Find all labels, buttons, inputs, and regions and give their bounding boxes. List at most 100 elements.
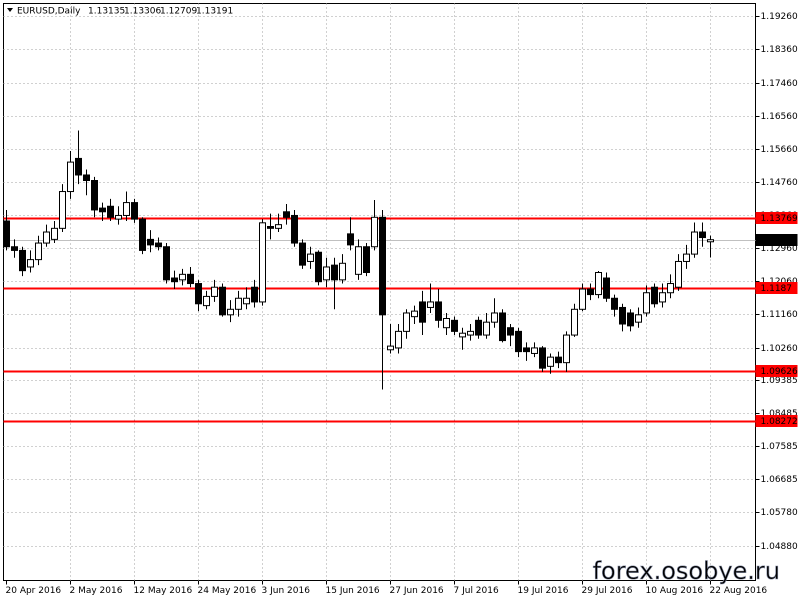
y-tick-label: 1.19260 <box>761 12 798 22</box>
candle-body <box>195 283 202 305</box>
header-low: 1.12709 <box>160 7 197 17</box>
candle-body <box>467 330 474 336</box>
candle-body <box>371 216 378 248</box>
candle-body <box>395 330 402 349</box>
candle-body <box>331 264 338 281</box>
candle-body <box>555 356 562 364</box>
level-label-box <box>755 365 798 377</box>
candle-body <box>363 246 370 273</box>
candle-body <box>491 312 498 323</box>
candle-body <box>211 286 218 297</box>
candle-body <box>3 220 10 248</box>
y-tick-label: 1.09385 <box>761 376 798 386</box>
candle-body <box>171 277 178 283</box>
candle-body <box>435 301 442 321</box>
candle-body <box>259 222 266 303</box>
candle-body <box>139 218 146 251</box>
y-tick-label: 1.04880 <box>761 542 798 552</box>
candle-body <box>283 211 290 218</box>
candle-body <box>531 347 538 354</box>
candle-body <box>699 231 706 239</box>
candle-body <box>691 231 698 255</box>
x-tick-label: 19 Jul 2016 <box>518 586 569 596</box>
x-tick-label: 7 Jul 2016 <box>454 586 499 596</box>
candle-body <box>587 288 594 296</box>
candle-body <box>619 306 626 325</box>
candle-body <box>35 242 42 261</box>
candle-body <box>443 317 450 329</box>
candle-body <box>539 347 546 369</box>
candle-body <box>507 327 514 336</box>
level-label: 1.13769 <box>761 214 798 224</box>
candle-body <box>603 277 610 299</box>
x-tick-label: 29 Jul 2016 <box>582 586 633 596</box>
candle-body <box>83 174 90 182</box>
x-tick-label: 20 Apr 2016 <box>6 586 62 596</box>
x-tick-label: 24 May 2016 <box>198 586 257 596</box>
y-tick-label: 1.05780 <box>761 508 798 518</box>
x-tick-label: 12 May 2016 <box>134 586 193 596</box>
candle-body <box>315 251 322 283</box>
candle-body <box>563 334 570 364</box>
candle-body <box>683 253 690 262</box>
candle-body <box>147 238 154 246</box>
candle-body <box>107 205 114 218</box>
candle-body <box>67 161 74 193</box>
watermark: forex.osobye.ru <box>593 557 780 585</box>
candle-body <box>115 214 122 220</box>
candle-body <box>307 253 314 262</box>
candle-body <box>643 292 650 314</box>
candle-body <box>355 246 362 275</box>
candle-body <box>275 224 282 229</box>
y-tick-label: 1.10260 <box>761 344 798 354</box>
candle-body <box>659 292 666 303</box>
candle-body <box>59 191 66 229</box>
candle-body <box>203 295 210 307</box>
level-label: 1.08272 <box>761 417 798 427</box>
x-tick-label: 10 Aug 2016 <box>646 586 704 596</box>
candle-body <box>387 345 394 351</box>
candle-body <box>163 246 170 281</box>
candle-body <box>483 321 490 336</box>
candle-body <box>579 288 586 310</box>
y-tick-label: 1.16560 <box>761 112 798 122</box>
candle-body <box>635 314 642 323</box>
candle-body <box>667 283 674 294</box>
level-label-box <box>755 282 798 294</box>
candle-body <box>291 214 298 244</box>
candle-body <box>347 233 354 246</box>
candle-body <box>75 157 82 176</box>
menu-arrow <box>7 8 13 12</box>
level-label-box <box>755 212 798 224</box>
y-tick-label: 1.12960 <box>761 244 798 254</box>
candle-body <box>267 225 274 229</box>
y-tick-label: 1.11160 <box>761 310 798 320</box>
level-label: 1.1187 <box>761 284 793 294</box>
candle-body <box>323 266 330 281</box>
candle-body <box>179 273 186 281</box>
level-label-box <box>755 415 798 427</box>
candle-body <box>499 312 506 342</box>
x-tick-label: 3 Jun 2016 <box>262 586 311 596</box>
candle-body <box>707 239 714 243</box>
candle-body <box>651 286 658 305</box>
candle-body <box>123 202 130 216</box>
candle-body <box>339 262 346 281</box>
candle-body <box>571 308 578 336</box>
y-tick-label: 1.07585 <box>761 442 798 452</box>
candle-body <box>523 347 530 353</box>
last-price-box <box>755 234 798 246</box>
candle-body <box>243 297 250 305</box>
candle-body <box>187 273 194 285</box>
y-tick-label: 1.18360 <box>761 45 798 55</box>
candle-body <box>675 260 682 288</box>
candle-body <box>27 259 34 268</box>
candle-body <box>403 312 410 332</box>
x-tick-label: 27 Jun 2016 <box>390 586 444 596</box>
candle-body <box>411 310 418 318</box>
x-tick-label: 22 Aug 2016 <box>710 586 768 596</box>
candle-body <box>475 319 482 336</box>
header-open: 1.13135 <box>88 7 125 17</box>
candle-body <box>547 356 554 367</box>
